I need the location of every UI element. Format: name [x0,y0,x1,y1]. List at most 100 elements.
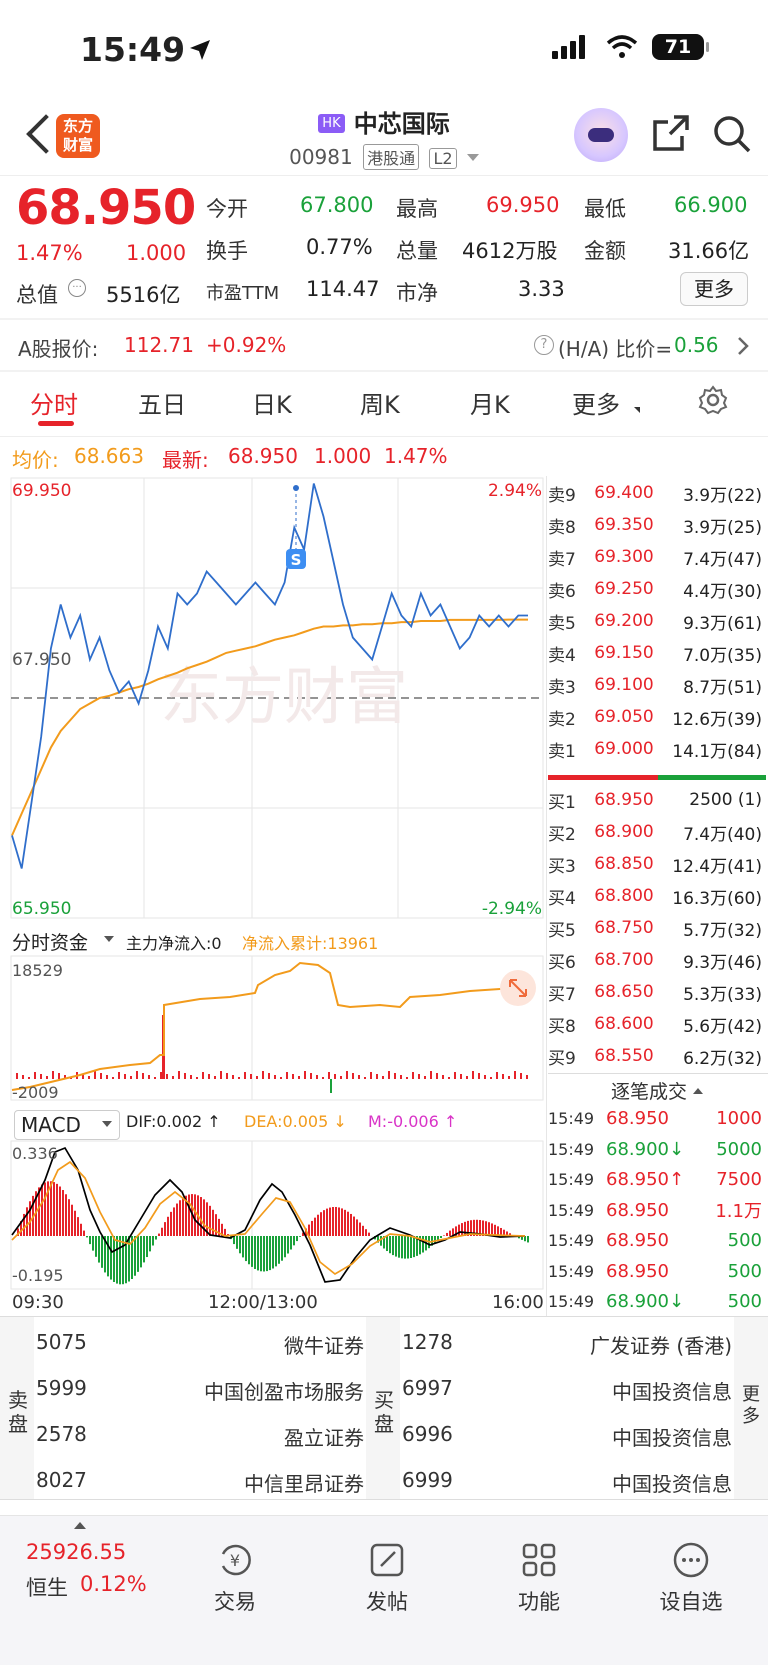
high-value: 69.950 [486,193,560,217]
bid-row[interactable]: 买6 68.700 9.3万(46) [548,944,766,976]
a-share-price: 112.71 [124,333,194,357]
signal-s-icon[interactable] [286,549,306,569]
gear-icon[interactable] [698,385,728,415]
tab-weekly-k[interactable]: 周K [360,391,400,419]
sell-broker-id[interactable]: 5075 [36,1330,87,1354]
sell-broker-id[interactable]: 5999 [36,1376,87,1400]
macd-dea: DEA:0.005 ↓ [244,1112,347,1131]
location-icon [190,40,210,60]
ask-row[interactable]: 卖9 69.400 3.9万(22) [548,477,766,509]
tick-row: 15:49 68.900↓ 5000 [548,1134,766,1165]
bid-row[interactable]: 买7 68.650 5.3万(33) [548,976,766,1008]
ask-row[interactable]: 卖5 69.200 9.3万(61) [548,605,766,637]
tab-more[interactable]: 更多 [572,391,620,419]
nav-function[interactable]: 功能 [484,1540,594,1616]
ask-row[interactable]: 卖1 69.000 14.1万(84) [548,733,766,765]
ha-ratio-label[interactable]: (H/A) 比价= [558,337,673,361]
buy-broker-name[interactable]: 中国投资信息 [612,1380,732,1404]
divider [0,436,768,437]
more-button[interactable]: 更多 [680,272,748,306]
index-expand-icon[interactable] [74,1522,86,1529]
pb-label: 市净 [396,281,438,305]
tab-intraday[interactable]: 分时 [30,391,78,419]
assistant-avatar[interactable] [574,108,628,162]
intraday-chart[interactable]: 东方财富 S 69.950 67.950 65.950 2.94% -2.94% [0,476,546,922]
ticks-collapse-icon[interactable] [693,1088,704,1094]
tick-time: 15:49 [548,1200,595,1220]
a-share-label: A股报价: [18,337,99,361]
brokers-more-bg[interactable] [734,1317,768,1499]
expand-icon[interactable] [509,979,527,997]
nav-post[interactable]: 发帖 [332,1540,442,1616]
search-icon[interactable] [712,114,752,154]
tick-time: 15:49 [548,1261,595,1281]
brokers-more-label[interactable]: 更多 [742,1384,760,1427]
buy-broker-name[interactable]: 中国投资信息 [612,1426,732,1450]
sell-broker-id[interactable]: 2578 [36,1422,87,1446]
buy-broker-name[interactable]: 广发证券 (香港) [590,1334,732,1358]
bid-price: 68.600 [594,1014,654,1034]
bid-row[interactable]: 买8 68.600 5.6万(42) [548,1008,766,1040]
sell-broker-id[interactable]: 8027 [36,1468,87,1492]
high-label: 最高 [396,197,438,221]
ask-row[interactable]: 卖3 69.100 8.7万(51) [548,669,766,701]
ask-price: 69.050 [594,707,654,727]
volume-value: 4612万股 [462,239,558,263]
buy-broker-name[interactable]: 中国投资信息 [612,1472,732,1496]
stock-code-line[interactable]: 00981 港股通 L2 [0,144,768,170]
macd-selector[interactable]: MACD [14,1110,120,1140]
sell-broker-name[interactable]: 中国创盈市场服务 [204,1380,364,1404]
market-badge: HK [318,114,345,133]
flow-dropdown-icon[interactable] [104,936,114,942]
more-dots-icon[interactable]: ··· [68,279,86,297]
bid-row[interactable]: 买4 68.800 16.3万(60) [548,880,766,912]
index-value[interactable]: 25926.55 [26,1540,127,1564]
flow-panel-label[interactable]: 分时资金 [12,932,89,954]
tick-row: 15:49 68.950 1.1万 [548,1195,766,1226]
tab-five-day[interactable]: 五日 [138,391,186,419]
buy-broker-id[interactable]: 6996 [402,1422,453,1446]
ask-row[interactable]: 卖8 69.350 3.9万(25) [548,509,766,541]
chevron-right-icon[interactable] [736,336,750,356]
pct-bottom-label: -2.94% [482,899,542,919]
ask-row[interactable]: 卖7 69.300 7.4万(47) [548,541,766,573]
ask-price: 69.000 [594,739,654,759]
buy-broker-id[interactable]: 6999 [402,1468,453,1492]
nav-post-label: 发帖 [366,1590,408,1614]
ticks-header[interactable]: 逐笔成交 [548,1077,766,1104]
nav-watchlist[interactable]: 设自选 [636,1540,746,1616]
tab-daily-k[interactable]: 日K [252,391,292,419]
tab-monthly-k[interactable]: 月K [470,391,510,419]
ask-row[interactable]: 卖6 69.250 4.4万(30) [548,573,766,605]
ask-row[interactable]: 卖2 69.050 12.6万(39) [548,701,766,733]
help-icon[interactable]: ? [534,335,554,355]
sell-broker-name[interactable]: 中信里昂证券 [244,1472,364,1496]
dropdown-icon[interactable] [466,154,479,161]
buy-broker-id[interactable]: 6997 [402,1376,453,1400]
bid-level: 买2 [548,824,576,845]
nav-watchlist-label: 设自选 [659,1590,723,1614]
ask-price: 69.300 [594,547,654,567]
nav-trade[interactable]: ¥ 交易 [180,1540,290,1616]
flow-volume-bars [16,1015,528,1093]
index-pct: 0.12% [80,1572,147,1596]
macd-top-label: 0.336 [12,1144,58,1163]
index-name[interactable]: 恒生 [26,1576,68,1600]
ask-row[interactable]: 卖4 69.150 7.0万(35) [548,637,766,669]
macd-histogram [17,1181,529,1285]
sell-broker-name[interactable]: 微牛证券 [284,1334,364,1358]
macd-dropdown-icon[interactable] [102,1121,112,1127]
sell-broker-name[interactable]: 盈立证券 [284,1426,364,1450]
bid-row[interactable]: 买1 68.950 2500 (1) [548,784,766,816]
status-time: 15:49 [80,30,186,69]
bid-level: 买5 [548,920,576,941]
bid-row[interactable]: 买2 68.900 7.4万(40) [548,816,766,848]
buy-broker-id[interactable]: 1278 [402,1330,453,1354]
bid-row[interactable]: 买9 68.550 6.2万(32) [548,1040,766,1072]
vertical-divider [546,476,547,1316]
share-icon[interactable] [652,114,690,152]
bid-row[interactable]: 买3 68.850 12.4万(41) [548,848,766,880]
bid-price: 68.900 [594,822,654,842]
amount-label: 金额 [584,239,626,263]
bid-row[interactable]: 买5 68.750 5.7万(32) [548,912,766,944]
